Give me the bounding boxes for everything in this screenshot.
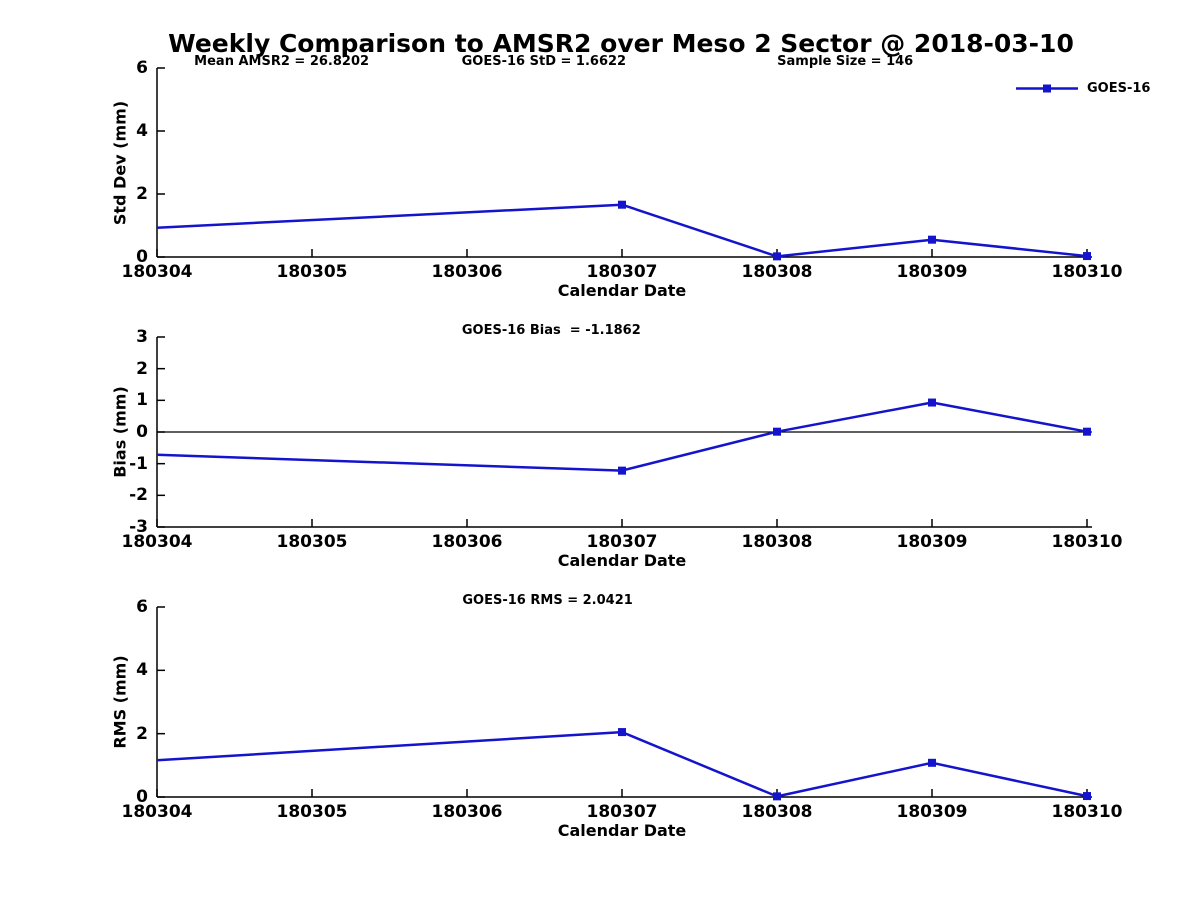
x-tick-label: 180310 (1051, 532, 1123, 552)
x-tick-label: 180304 (121, 532, 193, 552)
legend: GOES-16 (1015, 80, 1150, 97)
x-tick-label: 180304 (121, 262, 193, 282)
y-tick-label: 0 (136, 422, 148, 442)
y-tick-label: 0 (136, 787, 148, 807)
x-axis-label-calendar-date: Calendar Date (557, 821, 687, 840)
x-tick-label: 180308 (741, 262, 813, 282)
y-tick-label: 4 (136, 660, 148, 681)
y-tick-label: 2 (136, 184, 148, 204)
x-tick-label: 180309 (896, 262, 968, 282)
legend-goes16-label: GOES-16 (1087, 81, 1151, 96)
x-tick-label: 180309 (896, 802, 968, 822)
x-tick-label: 180306 (431, 802, 503, 822)
chart-canvas-bias (156, 336, 1092, 528)
y-tick-label: -3 (129, 517, 148, 537)
y-tick-label: -2 (129, 485, 148, 506)
y-axis-label-std-dev: Std Dev (mm) (110, 100, 130, 226)
x-tick-label: 180306 (431, 262, 503, 282)
x-tick-label: 180308 (741, 532, 813, 552)
y-tick-label: 6 (136, 597, 148, 617)
chart-canvas-rms (156, 606, 1092, 801)
y-tick-label: 2 (136, 358, 148, 379)
x-tick-label: 180307 (586, 532, 658, 552)
y-axis-label-bias: Bias (mm) (110, 386, 130, 478)
x-tick-label: 180308 (741, 802, 813, 822)
y-tick-label: 4 (136, 121, 148, 141)
y-tick-label: 3 (136, 327, 148, 347)
x-tick-label: 180304 (121, 802, 193, 822)
x-tick-label: 180306 (431, 532, 503, 552)
y-tick-label: 0 (136, 247, 148, 267)
x-tick-label: 180305 (276, 532, 348, 552)
x-tick-label: 180307 (586, 802, 658, 822)
stat-annotation: GOES-16 Bias = -1.1862 (461, 323, 641, 338)
y-tick-label: 1 (136, 390, 148, 411)
figure-title: Weekly Comparison to AMSR2 over Meso 2 S… (168, 29, 1074, 58)
x-tick-label: 180310 (1051, 262, 1123, 282)
y-tick-label: -1 (129, 453, 148, 474)
y-tick-label: 2 (136, 723, 148, 744)
x-tick-label: 180305 (276, 262, 348, 282)
legend-line-marker-icon (1016, 84, 1078, 93)
chart-canvas-std-dev (156, 67, 1092, 261)
x-tick-label: 180307 (586, 262, 658, 282)
x-tick-label: 180309 (896, 532, 968, 552)
x-tick-label: 180305 (276, 802, 348, 822)
y-tick-label: 6 (136, 58, 148, 78)
stat-annotation: GOES-16 RMS = 2.0421 (462, 593, 633, 608)
y-axis-label-rms: RMS (mm) (110, 655, 130, 749)
x-axis-label-calendar-date: Calendar Date (557, 281, 687, 300)
x-tick-label: 180310 (1051, 802, 1123, 822)
x-axis-label-calendar-date: Calendar Date (557, 551, 687, 570)
